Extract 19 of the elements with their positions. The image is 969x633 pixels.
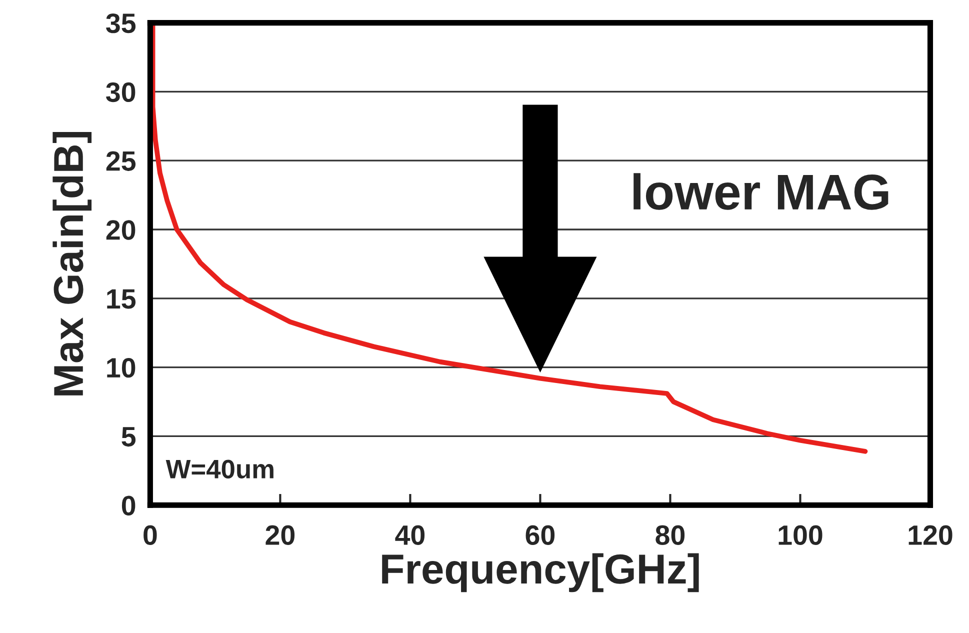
x-tick-label: 60	[526, 525, 555, 545]
annotation: lower MAG	[634, 173, 888, 210]
y-tick-label: 15	[107, 289, 136, 309]
x-tick-label: 100	[778, 525, 822, 545]
y-axis-title: Max Gain[dB]	[52, 132, 92, 396]
y-tick-label: 5	[122, 427, 136, 447]
x-tick-label: 0	[144, 525, 157, 545]
y-tick-label: 10	[107, 358, 136, 378]
x-axis-title: Frequency[GHz]	[382, 553, 699, 592]
y-tick-label: 30	[106, 82, 136, 102]
y-tick-label: 20	[106, 220, 136, 240]
x-tick-label: 40	[395, 525, 425, 545]
x-tick-label: 120	[908, 525, 952, 545]
y-tick-label: 0	[122, 496, 136, 516]
y-tick-label: 25	[106, 151, 136, 171]
y-tick-label: 35	[106, 13, 136, 34]
annotation: W=40um	[166, 460, 274, 478]
x-tick-label: 20	[266, 525, 295, 545]
x-tick-label: 80	[656, 525, 685, 545]
